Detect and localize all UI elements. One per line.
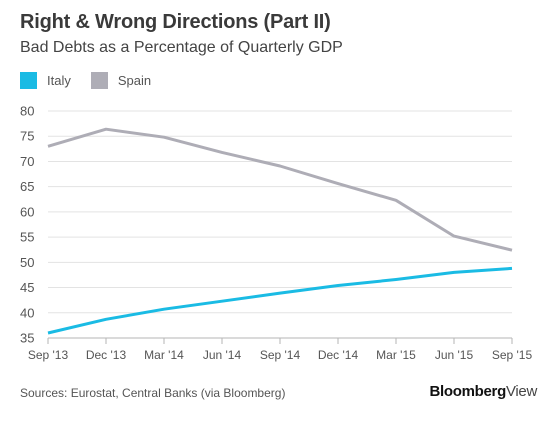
chart-subtitle: Bad Debts as a Percentage of Quarterly G… [20,39,343,56]
legend-label-italy: Italy [47,72,71,88]
y-tick-label: 45 [20,280,34,295]
series-lines [47,127,513,335]
y-tick-label: 65 [20,179,34,194]
x-axis: Sep '13 Dec '13 Mar '14 Jun '14 Sep '14 Dec '… [28,338,533,362]
y-tick-label: 50 [20,255,34,270]
legend-item-spain: Spain [90,71,152,89]
x-tick-label: Mar '15 [376,348,416,362]
x-tick-label: Dec '14 [318,348,359,362]
x-tick-label: Jun '15 [435,348,474,362]
y-tick-label: 55 [20,230,34,245]
legend-swatch-spain [90,71,108,89]
x-tick-label: Sep '13 [28,348,69,362]
brand-logo: BloombergView [429,383,537,400]
x-tick-label: Sep '15 [492,348,533,362]
y-tick-label: 35 [20,331,34,346]
y-tick-label: 60 [20,204,34,219]
legend: Italy Spain [20,70,171,90]
y-tick-label: 70 [20,154,34,169]
chart-title: Right & Wrong Directions (Part II) [20,11,331,33]
x-tick-label: Mar '14 [144,348,184,362]
source-note: Sources: Eurostat, Central Banks (via Bl… [20,386,286,400]
x-tick-label: Dec '13 [86,348,127,362]
series-line-spain [47,127,513,252]
y-axis: 35 40 45 50 55 60 65 70 75 80 [20,104,34,346]
legend-item-italy: Italy [20,71,71,89]
gridlines [48,110,512,339]
legend-swatch-italy [20,71,37,89]
y-tick-label: 40 [20,305,34,320]
x-tick-label: Sep '14 [260,348,301,362]
y-tick-label: 80 [20,104,34,119]
legend-label-spain: Spain [117,72,152,88]
series-line-italy [47,266,513,335]
y-tick-label: 75 [20,129,34,144]
x-tick-label: Jun '14 [203,348,242,362]
